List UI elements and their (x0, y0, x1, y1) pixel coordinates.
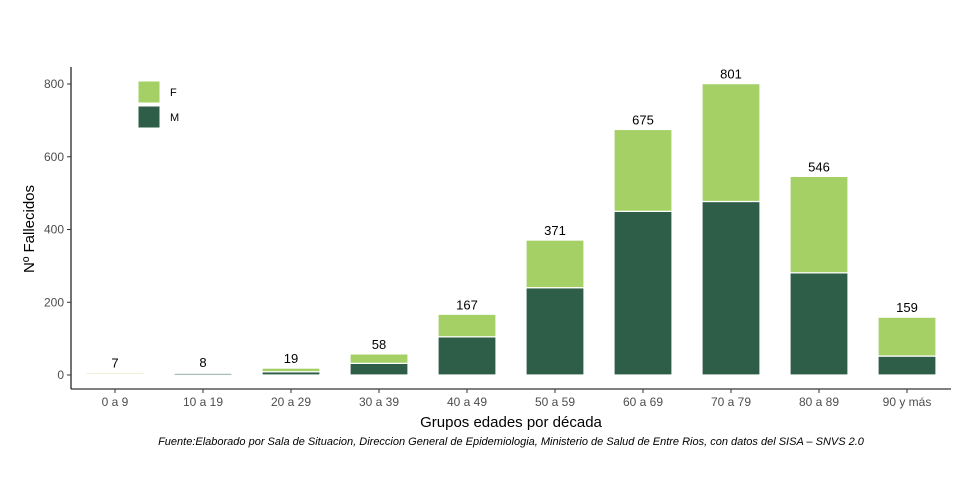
y-tick-label-1: 200 (44, 295, 64, 309)
source-note: Fuente:Elaborado por Sala de Situacion, … (158, 436, 865, 448)
bar-f-6 (613, 128, 673, 212)
bar-m-6 (613, 210, 673, 376)
bar-f-0 (85, 371, 145, 375)
x-tick-label-2: 20 a 29 (271, 395, 311, 409)
x-axis-ticks: 0 a 9 10 a 19 20 a 29 30 a 39 40 a 49 50 a 59… (102, 389, 932, 409)
total-label-9: 159 (896, 300, 918, 315)
legend-label-f: F (170, 87, 177, 99)
x-axis-title: Grupos edades por década (420, 414, 602, 431)
total-label-1: 8 (199, 355, 206, 370)
y-axis-title: Nº Fallecidos (21, 185, 38, 273)
total-label-0: 7 (111, 355, 118, 370)
legend: FM (137, 80, 179, 129)
legend-label-m: M (170, 112, 179, 124)
x-tick-label-6: 60 a 69 (623, 395, 663, 409)
bar-f-7 (701, 83, 761, 203)
bar-m-3 (349, 362, 409, 376)
y-tick-label-2: 400 (44, 223, 64, 237)
total-label-5: 371 (544, 223, 566, 238)
y-tick-label-4: 800 (44, 77, 64, 91)
legend-swatch-m (137, 105, 161, 129)
bar-m-5 (525, 287, 585, 376)
total-label-4: 167 (456, 297, 478, 312)
bar-f-8 (789, 175, 849, 274)
y-tick-label-3: 600 (44, 150, 64, 164)
legend-swatch-f (137, 80, 161, 104)
y-axis-ticks: 0 200 400 600 800 (44, 77, 71, 382)
bar-m-4 (437, 336, 497, 376)
y-tick-label-0: 0 (57, 368, 64, 382)
bar-f-1 (173, 371, 233, 374)
total-label-8: 546 (808, 159, 830, 174)
bar-m-7 (701, 200, 761, 376)
x-tick-label-1: 10 a 19 (183, 395, 223, 409)
total-label-6: 675 (632, 112, 654, 127)
total-label-7: 801 (720, 67, 742, 82)
x-tick-label-0: 0 a 9 (102, 395, 129, 409)
total-label-2: 19 (284, 351, 298, 366)
bar-f-4 (437, 313, 497, 338)
x-tick-label-7: 70 a 79 (711, 395, 751, 409)
bar-m-9 (877, 355, 937, 376)
value-labels-layer: 7 8 19 58 167 371 675 801 546 159 (111, 67, 917, 371)
bar-m-8 (789, 272, 849, 376)
x-tick-label-3: 30 a 39 (359, 395, 399, 409)
axes-layer: 0 200 400 600 800 0 a 9 10 a 19 20 a 29 30 a 39… (44, 67, 951, 409)
bars-layer (85, 83, 937, 376)
x-tick-label-9: 90 y más (883, 395, 932, 409)
x-tick-label-4: 40 a 49 (447, 395, 487, 409)
total-label-3: 58 (372, 337, 386, 352)
bar-f-3 (349, 353, 409, 364)
bar-f-2 (261, 367, 321, 373)
bar-f-5 (525, 239, 585, 289)
x-tick-label-5: 50 a 59 (535, 395, 575, 409)
x-tick-label-8: 80 a 89 (799, 395, 839, 409)
bar-f-9 (877, 316, 937, 357)
